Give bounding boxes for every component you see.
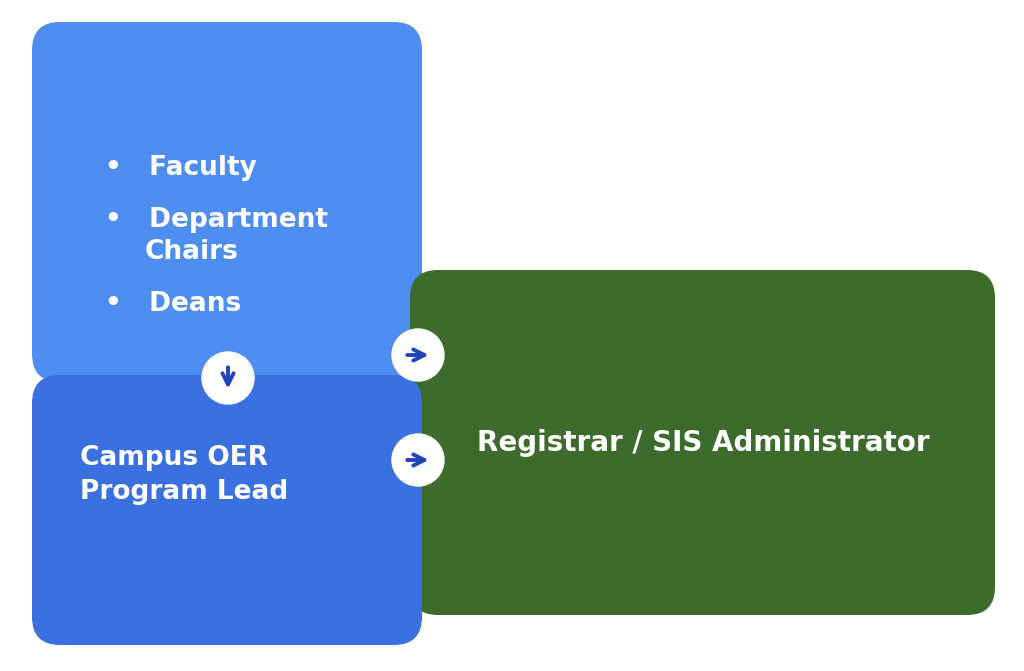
FancyBboxPatch shape: [410, 270, 995, 615]
Circle shape: [392, 434, 444, 486]
Text: •   Department: • Department: [105, 207, 328, 233]
Text: Chairs: Chairs: [145, 239, 239, 265]
Text: •   Deans: • Deans: [105, 291, 242, 317]
Circle shape: [392, 329, 444, 381]
Text: •   Faculty: • Faculty: [105, 155, 257, 181]
Text: Campus OER
Program Lead: Campus OER Program Lead: [80, 445, 288, 505]
FancyBboxPatch shape: [32, 22, 422, 382]
FancyBboxPatch shape: [32, 375, 422, 645]
Text: Registrar / SIS Administrator: Registrar / SIS Administrator: [477, 429, 930, 457]
Circle shape: [202, 352, 254, 404]
